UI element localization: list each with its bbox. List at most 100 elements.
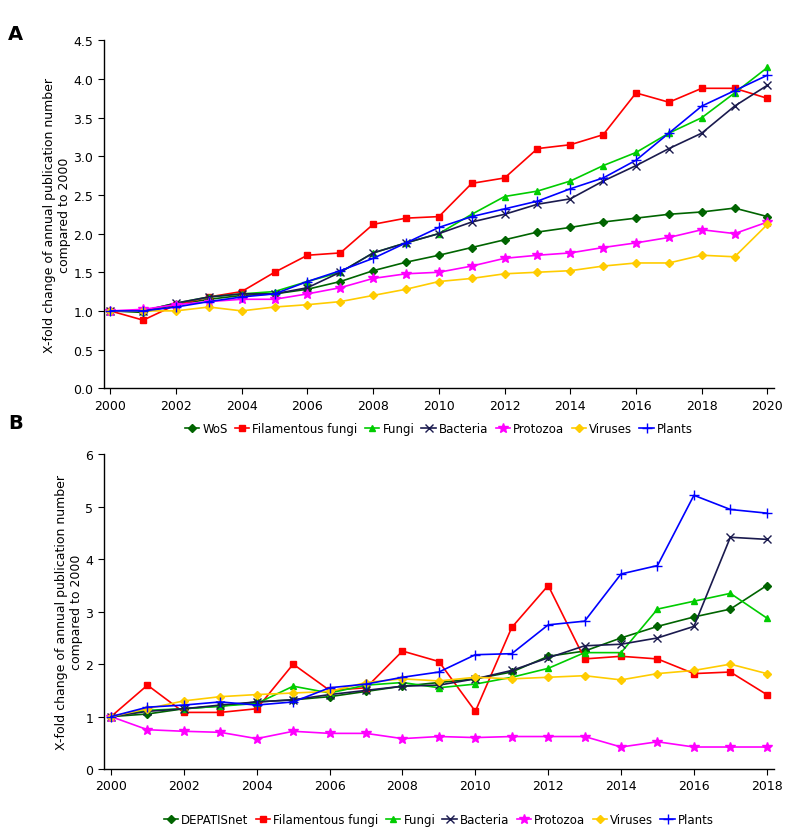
Filamentous fungi xyxy=(664,98,674,108)
Filamentous fungi xyxy=(566,141,575,151)
Plants xyxy=(500,204,509,214)
Bacteria xyxy=(543,653,553,663)
Filamentous fungi xyxy=(689,669,699,679)
DEPATISnet xyxy=(106,712,116,722)
Protozoa xyxy=(467,262,476,272)
WoS xyxy=(138,308,148,318)
Bacteria xyxy=(580,641,590,651)
Filamentous fungi xyxy=(302,251,312,261)
Bacteria xyxy=(172,299,181,308)
Plants xyxy=(653,561,662,571)
Viruses xyxy=(369,291,378,301)
Fungi xyxy=(434,683,444,693)
Fungi xyxy=(397,678,407,688)
Viruses xyxy=(237,307,247,317)
Protozoa xyxy=(543,732,553,742)
Fungi xyxy=(172,299,181,308)
DEPATISnet xyxy=(361,686,371,696)
Text: A: A xyxy=(8,25,23,44)
Line: Filamentous fungi: Filamentous fungi xyxy=(108,87,770,323)
Protozoa xyxy=(204,297,214,307)
Plants xyxy=(270,289,279,299)
Fungi xyxy=(467,210,476,220)
Fungi xyxy=(215,701,225,711)
Protozoa xyxy=(762,742,772,752)
DEPATISnet xyxy=(143,709,152,719)
Protozoa xyxy=(763,218,772,227)
Viruses xyxy=(730,252,740,262)
Bacteria xyxy=(725,533,735,543)
Plants xyxy=(543,620,553,630)
Filamentous fungi xyxy=(401,214,411,224)
Bacteria xyxy=(653,633,662,643)
Y-axis label: X-fold change of annual publication number
compared to 2000: X-fold change of annual publication numb… xyxy=(42,78,70,352)
Fungi xyxy=(580,648,590,657)
Fungi xyxy=(689,596,699,606)
WoS xyxy=(335,277,345,287)
Filamentous fungi xyxy=(653,654,662,664)
Fungi xyxy=(653,605,662,614)
Bacteria xyxy=(325,690,334,700)
WoS xyxy=(598,218,608,227)
Fungi xyxy=(500,193,509,203)
Bacteria xyxy=(401,239,411,249)
Line: Filamentous fungi: Filamentous fungi xyxy=(109,583,769,719)
Plants xyxy=(204,297,214,307)
Bacteria xyxy=(763,81,772,91)
Bacteria xyxy=(689,622,699,632)
Fungi xyxy=(252,699,262,709)
Plants xyxy=(467,213,476,222)
DEPATISnet xyxy=(252,697,262,707)
Protozoa xyxy=(335,284,345,294)
Filamentous fungi xyxy=(335,249,345,259)
DEPATISnet xyxy=(397,681,407,691)
Viruses xyxy=(543,672,553,682)
DEPATISnet xyxy=(653,622,662,632)
DEPATISnet xyxy=(288,695,298,705)
Fungi xyxy=(725,589,735,599)
Bacteria xyxy=(434,229,444,239)
Viruses xyxy=(204,303,214,313)
Y-axis label: X-fold change of annual publication number
compared to 2000: X-fold change of annual publication numb… xyxy=(54,475,82,749)
Protozoa xyxy=(566,249,575,259)
Plants xyxy=(288,697,298,707)
Bacteria xyxy=(730,102,740,112)
Bacteria xyxy=(434,681,444,691)
Plants xyxy=(689,490,699,500)
Fungi xyxy=(369,249,378,259)
Bacteria xyxy=(631,161,641,171)
WoS xyxy=(270,289,279,299)
Viruses xyxy=(580,671,590,681)
WoS xyxy=(566,223,575,233)
Protozoa xyxy=(653,737,662,747)
Fungi xyxy=(664,129,674,139)
DEPATISnet xyxy=(616,633,626,643)
WoS xyxy=(763,213,772,222)
DEPATISnet xyxy=(215,701,225,711)
DEPATISnet xyxy=(325,692,334,702)
Fungi xyxy=(237,289,247,299)
Plants xyxy=(335,266,345,276)
Fungi xyxy=(401,239,411,249)
Line: Protozoa: Protozoa xyxy=(105,218,772,317)
Bacteria xyxy=(252,697,262,707)
Viruses xyxy=(179,696,188,706)
Plants xyxy=(179,700,188,710)
Protozoa xyxy=(434,732,444,742)
Fungi xyxy=(179,704,188,714)
Protozoa xyxy=(434,268,444,278)
Legend: DEPATISnet, Filamentous fungi, Fungi, Bacteria, Protozoa, Viruses, Plants: DEPATISnet, Filamentous fungi, Fungi, Ba… xyxy=(164,813,714,825)
WoS xyxy=(369,266,378,276)
Filamentous fungi xyxy=(631,88,641,98)
Viruses xyxy=(215,692,225,702)
Protozoa xyxy=(143,724,152,734)
Bacteria xyxy=(664,145,674,155)
Viruses xyxy=(697,251,706,261)
Filamentous fungi xyxy=(434,657,444,667)
Bacteria xyxy=(288,695,298,705)
DEPATISnet xyxy=(762,581,772,590)
Filamentous fungi xyxy=(288,659,298,669)
Protozoa xyxy=(361,729,371,739)
Fungi xyxy=(631,148,641,158)
Plants xyxy=(172,303,181,313)
